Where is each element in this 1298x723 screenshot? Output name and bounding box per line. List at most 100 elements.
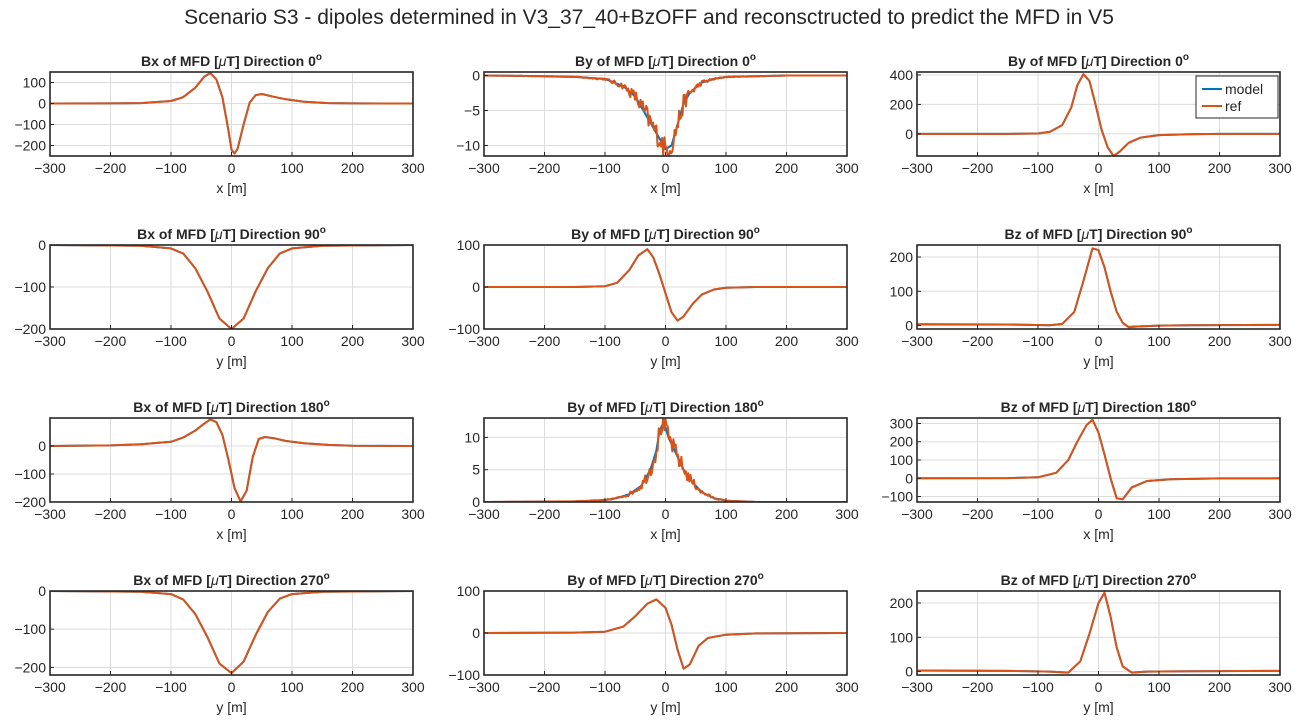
x-tick-label: 300 [401, 160, 425, 176]
x-tick-label: 100 [1147, 679, 1171, 695]
subplot-title: Bz of MFD [μT] Direction 180o [1001, 398, 1197, 415]
y-tick-label: 100 [457, 237, 481, 253]
subplot-title: By of MFD [μT] Direction 0o [575, 52, 756, 69]
x-tick-label: −200 [529, 333, 561, 349]
x-tick-label: 200 [775, 160, 799, 176]
x-tick-label: −100 [155, 506, 187, 522]
y-tick-label: 0 [905, 470, 913, 486]
y-tick-label: 300 [890, 415, 914, 431]
subplot-5: −300 −200 −100 0 100 200 300−1000100y [m]By of… [448, 225, 858, 369]
y-tick-label: −100 [448, 321, 480, 337]
x-tick-label: 0 [662, 333, 670, 349]
legend-label-ref: ref [1225, 98, 1241, 114]
x-axis-label: y [m] [1083, 353, 1113, 369]
y-tick-label: 200 [890, 249, 914, 265]
x-tick-label: 100 [280, 506, 304, 522]
x-tick-label: 300 [1268, 679, 1292, 695]
x-tick-label: −100 [1022, 506, 1054, 522]
y-tick-label: −200 [14, 659, 46, 675]
x-axis-label: x [m] [1083, 180, 1113, 196]
x-tick-label: 100 [714, 160, 738, 176]
y-tick-label: −100 [14, 621, 46, 637]
x-tick-label: 100 [280, 679, 304, 695]
subplot-title: By of MFD [μT] Direction 180o [567, 398, 764, 415]
x-tick-label: −200 [95, 506, 127, 522]
x-tick-label: −200 [529, 160, 561, 176]
legend-label-model: model [1225, 81, 1263, 97]
subplot-title: By of MFD [μT] Direction 90o [571, 225, 760, 242]
x-tick-label: −200 [962, 679, 994, 695]
y-tick-label: −200 [14, 321, 46, 337]
y-tick-label: −100 [448, 667, 480, 683]
x-tick-label: −200 [529, 506, 561, 522]
y-tick-label: −200 [14, 138, 46, 154]
y-tick-label: 200 [890, 434, 914, 450]
y-tick-label: 100 [890, 629, 914, 645]
x-tick-label: 300 [1268, 160, 1292, 176]
y-tick-label: 0 [38, 438, 46, 454]
x-axis-label: x [m] [1083, 526, 1113, 542]
x-tick-label: −200 [95, 333, 127, 349]
y-tick-label: 0 [905, 664, 913, 680]
x-tick-label: 0 [662, 679, 670, 695]
x-tick-label: 100 [280, 333, 304, 349]
x-tick-label: 200 [1208, 160, 1232, 176]
y-tick-label: 100 [23, 75, 47, 91]
y-tick-label: 0 [38, 583, 46, 599]
subplot-2: −300 −200 −100 0 100 200 300 −10 −5 0 x [m] By of M… [456, 52, 859, 196]
x-tick-label: −100 [1022, 333, 1054, 349]
x-tick-label: 0 [228, 679, 236, 695]
subplot-1: −300 −200 −100 0 100 200 300 −200 −100 0 100 x [m] B… [14, 52, 424, 196]
x-tick-label: 200 [341, 679, 365, 695]
x-axis-label: y [m] [650, 699, 680, 715]
x-tick-label: 200 [775, 333, 799, 349]
x-tick-label: 200 [1208, 679, 1232, 695]
subplot-title: Bz of MFD [μT] Direction 90o [1004, 225, 1192, 242]
x-tick-label: −200 [962, 333, 994, 349]
x-tick-label: 200 [341, 506, 365, 522]
y-tick-label: 0 [905, 126, 913, 142]
x-axis-label: x [m] [216, 180, 246, 196]
x-tick-label: 0 [662, 160, 670, 176]
y-tick-label: −200 [14, 494, 46, 510]
y-tick-label: 0 [38, 96, 46, 112]
x-tick-label: −300 [468, 160, 500, 176]
subplot-title: By of MFD [μT] Direction 0o [1008, 52, 1189, 69]
x-axis-label: x [m] [650, 180, 680, 196]
subplot-title: Bx of MFD [μT] Direction 90o [137, 225, 326, 242]
subplot-8: −300 −200 −100 0 100 200 3000510x [m]By of MFD… [464, 398, 858, 542]
x-tick-label: −100 [1022, 160, 1054, 176]
x-tick-label: 0 [228, 506, 236, 522]
y-tick-label: 10 [464, 429, 480, 445]
x-tick-label: 300 [835, 679, 859, 695]
x-tick-label: −100 [589, 679, 621, 695]
subplot-11: −300 −200 −100 0 100 200 300 −100 0 100 y [m] By of… [448, 571, 858, 715]
x-tick-label: 200 [1208, 333, 1232, 349]
x-tick-label: 100 [714, 333, 738, 349]
x-tick-label: 100 [1147, 160, 1171, 176]
x-tick-label: −100 [155, 679, 187, 695]
y-tick-label: 100 [457, 583, 481, 599]
x-tick-label: −100 [589, 506, 621, 522]
subplot-title: Bz of MFD [μT] Direction 270o [1001, 571, 1197, 588]
x-axis-label: x [m] [216, 526, 246, 542]
subplot-title: Bx of MFD [μT] Direction 180o [133, 398, 330, 415]
y-tick-label: −100 [14, 279, 46, 295]
x-tick-label: 300 [1268, 333, 1292, 349]
x-tick-label: 200 [341, 160, 365, 176]
x-tick-label: 0 [1095, 506, 1103, 522]
x-tick-label: 100 [1147, 506, 1171, 522]
x-tick-label: −200 [962, 506, 994, 522]
x-tick-label: −100 [589, 333, 621, 349]
x-tick-label: −200 [95, 160, 127, 176]
x-tick-label: 100 [714, 506, 738, 522]
y-tick-label: 200 [890, 96, 914, 112]
x-tick-label: −300 [34, 160, 66, 176]
x-tick-label: 300 [835, 333, 859, 349]
x-tick-label: −300 [34, 679, 66, 695]
x-tick-label: 0 [1095, 333, 1103, 349]
x-tick-label: 100 [280, 160, 304, 176]
y-tick-label: −100 [14, 117, 46, 133]
